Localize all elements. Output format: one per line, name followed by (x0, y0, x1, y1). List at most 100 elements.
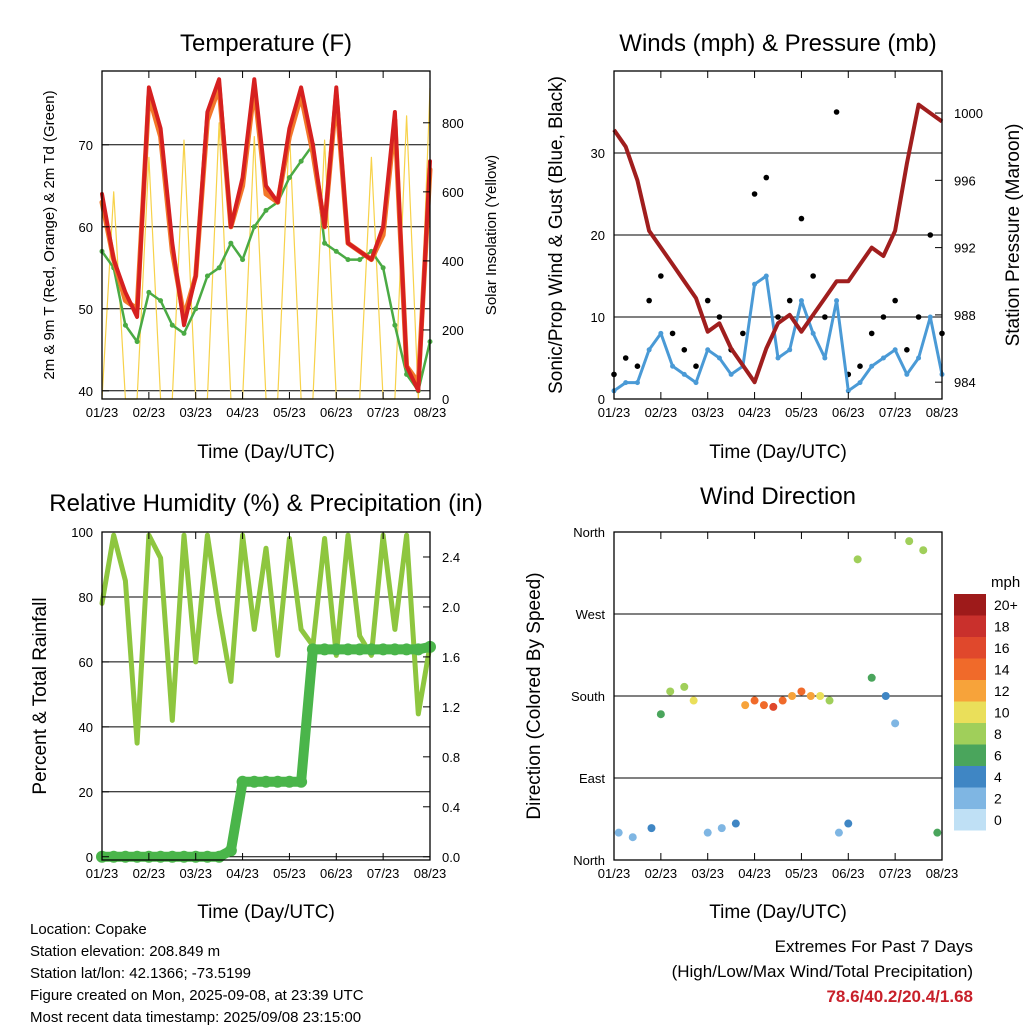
y2-tick-label: 984 (954, 375, 976, 390)
x-tick-label: 07/23 (879, 866, 912, 881)
direction-title: Wind Direction (700, 483, 856, 510)
wind-point (904, 371, 910, 377)
gust-point (857, 363, 863, 370)
x-tick-label: 08/23 (926, 866, 959, 881)
direction-point (656, 710, 665, 719)
precipitation-point (318, 643, 331, 656)
precipitation-point (330, 643, 343, 656)
extremes-heading: Extremes For Past 7 Days (774, 937, 973, 956)
direction-point (788, 692, 797, 700)
direction-point (680, 682, 689, 691)
y2-tick-label: 0.0 (442, 850, 460, 865)
y2-tick-label: 600 (442, 185, 464, 200)
station-location: Location: Copake (30, 921, 147, 938)
wind-point (857, 380, 863, 386)
direction-point (731, 819, 740, 828)
x-tick-label: 03/23 (691, 866, 724, 881)
temperature-ylabel: 2m & 9m T (Red, Orange) & 2m Td (Green) (41, 90, 58, 379)
precipitation-point (365, 643, 378, 656)
y2-tick-label: 200 (442, 323, 464, 338)
y-tick-label: 60 (79, 655, 93, 670)
y-tick-label: 20 (79, 785, 93, 800)
wind-point (810, 330, 816, 336)
temperature-y2label: Solar Insolation (Yellow) (483, 155, 500, 315)
winds-ticks: 0 10 20 30 984 988 992 996 1000 01/23 02/23 03/23 04… (591, 71, 983, 420)
direction-point (806, 692, 815, 700)
gust-point (658, 273, 664, 279)
legend-swatch (954, 680, 986, 702)
x-tick-label: 04/23 (226, 866, 259, 881)
temperature-ticks: 40 50 60 70 0 200 400 600 800 01/23 02/23 03/23 04/2… (79, 71, 464, 420)
y-tick-label: 100 (71, 525, 93, 540)
precipitation-point (166, 850, 179, 863)
direction-tick-label: East (579, 771, 605, 786)
precipitation-point (306, 643, 319, 656)
direction-point (919, 546, 928, 555)
gust-point (646, 297, 652, 304)
direction-series (614, 537, 942, 842)
extremes-box: Extremes For Past 7 Days (High/Low/Max W… (672, 934, 973, 1009)
precipitation-point (412, 643, 425, 656)
precipitation-point (377, 643, 390, 656)
gust-point (669, 330, 676, 337)
direction-ylabel: Direction (Colored By Speed) (524, 572, 545, 819)
legend-swatch (954, 701, 986, 723)
legend-swatch (954, 787, 986, 809)
gust-point (751, 191, 758, 197)
direction-point (816, 692, 825, 700)
direction-point (881, 692, 890, 700)
x-tick-label: 04/23 (738, 866, 771, 881)
winds-title: Winds (mph) & Pressure (mb) (619, 30, 936, 57)
humidity-line (99, 532, 433, 746)
direction-point (628, 833, 637, 842)
x-tick-label: 06/23 (320, 405, 353, 420)
humidity-panel: Relative Humidity (%) & Precipitation (i… (30, 490, 483, 923)
legend-swatch (954, 658, 986, 680)
gust-point (763, 174, 770, 181)
precipitation-point (213, 850, 226, 863)
wind-point (845, 388, 851, 394)
temperature-xlabel: Time (Day/UTC) (197, 442, 335, 463)
gust-point (904, 347, 910, 353)
station-elevation: Station elevation: 208.849 m (30, 943, 221, 960)
y2-tick-label: 2.4 (442, 550, 460, 565)
extremes-values: 78.6/40.2/20.4/1.68 (826, 987, 973, 1006)
direction-tick-label: South (571, 689, 605, 704)
x-tick-label: 07/23 (367, 866, 400, 881)
gust-point (880, 314, 887, 320)
direction-point (867, 673, 876, 682)
precipitation-point (260, 775, 272, 788)
precipitation-point (224, 844, 237, 857)
legend-label: 2 (994, 791, 1002, 807)
x-tick-label: 05/23 (273, 405, 306, 420)
winds-ylabel: Sonic/Prop Wind & Gust (Blue, Black) (546, 76, 567, 394)
y-tick-label: 10 (591, 310, 605, 325)
x-tick-label: 06/23 (832, 866, 865, 881)
direction-point (825, 696, 834, 705)
gust-point (681, 347, 688, 353)
x-tick-label: 04/23 (738, 405, 771, 420)
direction-point (717, 824, 726, 833)
direction-point (689, 696, 698, 705)
y2-tick-label: 400 (442, 254, 464, 269)
gust-point (622, 355, 629, 361)
y-tick-label: 40 (79, 384, 93, 399)
legend-label: 20+ (994, 597, 1018, 613)
x-tick-label: 08/23 (414, 866, 447, 881)
temp-2m-line (100, 77, 432, 393)
wind-point (763, 273, 769, 279)
gust-point (915, 314, 922, 320)
wind-point (623, 380, 629, 386)
x-tick-label: 03/23 (179, 866, 212, 881)
gust-point (634, 363, 641, 370)
precipitation-point (154, 850, 167, 863)
x-tick-label: 01/23 (598, 405, 631, 420)
legend-swatch (954, 744, 986, 766)
wind-point (658, 330, 664, 336)
x-tick-label: 06/23 (832, 405, 865, 420)
precipitation-point (400, 643, 413, 656)
x-tick-label: 05/23 (785, 866, 818, 881)
direction-point (778, 696, 787, 705)
